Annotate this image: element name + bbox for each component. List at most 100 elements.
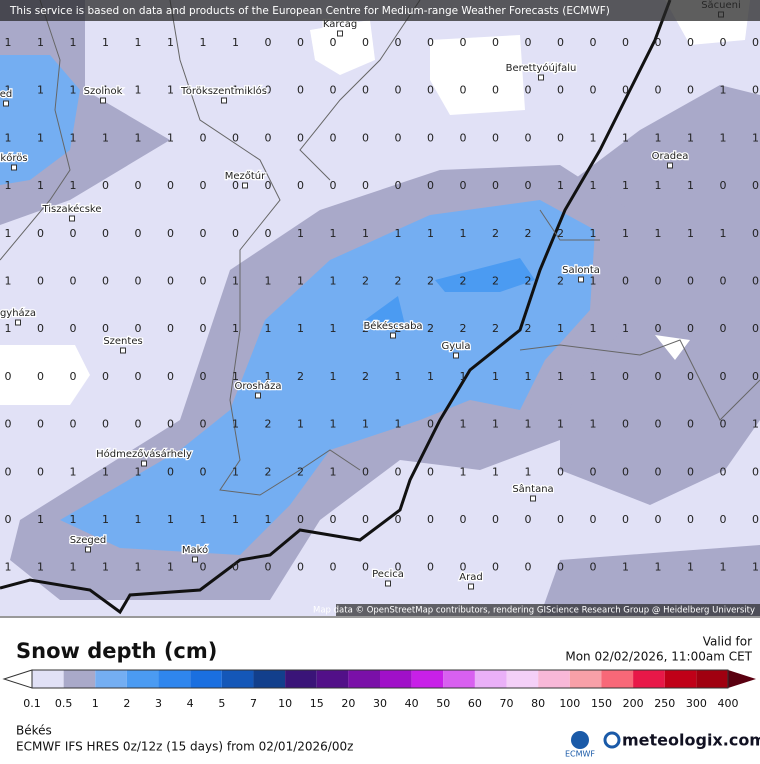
grid-value: 1 [557, 179, 564, 192]
grid-value: 1 [135, 561, 142, 574]
grid-value: 0 [492, 513, 499, 526]
grid-value: 0 [200, 131, 207, 144]
grid-value: 0 [720, 418, 727, 431]
banner-bg [0, 0, 760, 21]
grid-value: 0 [297, 513, 304, 526]
map [0, 0, 760, 616]
grid-value: 0 [362, 465, 369, 478]
grid-value: 0 [70, 322, 77, 335]
place-label: Orosháza [235, 380, 282, 392]
grid-value: 1 [200, 84, 207, 97]
grid-value: 0 [102, 322, 109, 335]
colorbar-tick-label: 200 [623, 697, 644, 710]
grid-value: 0 [37, 227, 44, 240]
grid-value: 1 [687, 131, 694, 144]
region [365, 258, 535, 325]
place-label: Hódmezővásárhely [96, 448, 192, 460]
grid-value: 1 [232, 36, 239, 49]
grid-value: 1 [362, 418, 369, 431]
grid-value: 1 [232, 370, 239, 383]
grid-value: 2 [362, 275, 369, 288]
grid-value: 0 [525, 561, 532, 574]
grid-value: 2 [525, 322, 532, 335]
grid-value: 2 [297, 465, 304, 478]
grid-value: 2 [525, 275, 532, 288]
grid-value: 0 [752, 275, 759, 288]
place-label: Pecica [372, 569, 404, 580]
grid-value: 0 [687, 36, 694, 49]
grid-value: 2 [297, 370, 304, 383]
colorbar-swatch [664, 670, 697, 688]
grid-value: 1 [655, 227, 662, 240]
grid-value: 1 [525, 370, 532, 383]
grid-value: 0 [720, 36, 727, 49]
grid-value: 0 [687, 322, 694, 335]
grid-value: 0 [70, 227, 77, 240]
grid-value: 0 [525, 84, 532, 97]
place-label: Makó [182, 544, 208, 556]
grid-value: 0 [362, 36, 369, 49]
grid-value: 0 [460, 513, 467, 526]
grid-value: 1 [297, 322, 304, 335]
grid-value: 1 [655, 131, 662, 144]
place-dot [192, 556, 198, 563]
grid-value: 0 [135, 275, 142, 288]
grid-value: 0 [622, 418, 629, 431]
place-dot [15, 319, 21, 326]
grid-value: 0 [362, 561, 369, 574]
grid-value: 0 [590, 513, 597, 526]
grid-value: 1 [492, 370, 499, 383]
place-label: Törökszentmiklós [180, 85, 267, 97]
grid-value: 0 [590, 36, 597, 49]
grid-value: 0 [622, 513, 629, 526]
colorbar-swatch [63, 670, 96, 688]
colorbar-swatch [316, 670, 349, 688]
grid-value: 0 [167, 322, 174, 335]
grid-value: 0 [687, 275, 694, 288]
grid-value: 2 [492, 275, 499, 288]
grid-value: 0 [655, 513, 662, 526]
colorbar-tick-label: 0.5 [55, 697, 73, 710]
grid-value: 0 [427, 179, 434, 192]
region [0, 0, 750, 405]
grid-value: 0 [362, 84, 369, 97]
grid-value: 1 [427, 370, 434, 383]
grid-value: 1 [590, 227, 597, 240]
place-dot [120, 347, 126, 354]
grid-value: 1 [590, 131, 597, 144]
colorbar-swatch [32, 670, 64, 688]
grid-value: 1 [590, 179, 597, 192]
grid-value: 0 [167, 465, 174, 478]
grid-value: 0 [102, 227, 109, 240]
grid-value: 0 [265, 179, 272, 192]
grid-value: 0 [5, 418, 12, 431]
place-label: Karcag [323, 19, 357, 30]
grid-value: 1 [752, 561, 759, 574]
grid-value: 2 [492, 322, 499, 335]
grid-value: 1 [330, 227, 337, 240]
grid-value: 1 [37, 179, 44, 192]
colorbar-tick-label: 30 [373, 697, 387, 710]
place-label: Szolnok [84, 86, 123, 97]
grid-value: 0 [37, 465, 44, 478]
grid-value: 0 [297, 131, 304, 144]
grid-value: 1 [590, 322, 597, 335]
colorbar-tick-label: 300 [686, 697, 707, 710]
grid-value: 1 [492, 465, 499, 478]
grid-value: 0 [135, 418, 142, 431]
grid-value: 2 [557, 275, 564, 288]
grid-value: 2 [395, 322, 402, 335]
colorbar-swatch [411, 670, 444, 688]
grid-value: 0 [200, 179, 207, 192]
grid-value: 0 [557, 36, 564, 49]
grid-value: 0 [362, 131, 369, 144]
grid-value: 2 [460, 275, 467, 288]
grid-value: 0 [525, 179, 532, 192]
colorbar-swatch [380, 670, 412, 688]
grid-value: 0 [395, 465, 402, 478]
grid-value: 0 [330, 561, 337, 574]
grid-value: 1 [5, 84, 12, 97]
grid-value: 1 [200, 36, 207, 49]
grid-value: 0 [167, 179, 174, 192]
grid-value: 1 [297, 275, 304, 288]
